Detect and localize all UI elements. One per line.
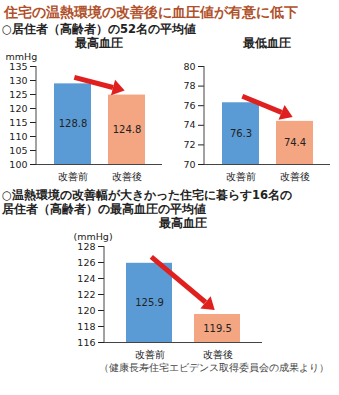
svg-text:74.4: 74.4 — [283, 137, 305, 148]
svg-text:122: 122 — [77, 289, 95, 300]
svg-text:125.9: 125.9 — [135, 297, 164, 308]
svg-text:124.8: 124.8 — [112, 124, 141, 135]
svg-text:118: 118 — [77, 321, 95, 332]
svg-text:126: 126 — [77, 257, 95, 268]
svg-text:76: 76 — [183, 100, 195, 111]
svg-text:改善後: 改善後 — [280, 171, 310, 182]
svg-text:70: 70 — [183, 159, 195, 170]
html-text:最低血圧: 最低血圧 — [242, 36, 291, 50]
html-text:最高血圧: 最高血圧 — [158, 216, 207, 230]
svg-text:110: 110 — [9, 131, 27, 142]
svg-text:改善前: 改善前 — [58, 171, 88, 182]
html-text:居住者（高齢者）の最高血圧の平均値: 居住者（高齢者）の最高血圧の平均値 — [2, 202, 206, 216]
svg-text:116: 116 — [77, 337, 95, 348]
html-text:（健康長寿住宅エビデンス取得委員会の成果より）: （健康長寿住宅エビデンス取得委員会の成果より） — [99, 362, 329, 373]
html-text:住宅の温熱環境の改善後に血圧値が有意に低下: 住宅の温熱環境の改善後に血圧値が有意に低下 — [4, 4, 298, 20]
svg-text:125: 125 — [9, 89, 27, 100]
svg-text:改善前: 改善前 — [226, 171, 256, 182]
svg-text:72: 72 — [183, 139, 195, 150]
html-text:○温熱環境の改善幅が大きかった住宅に暮らす16名の: ○温熱環境の改善幅が大きかった住宅に暮らす16名の — [2, 188, 292, 202]
svg-text:120: 120 — [77, 305, 95, 316]
svg-text:120: 120 — [9, 103, 27, 114]
svg-text:128: 128 — [76, 240, 95, 252]
svg-text:130: 130 — [9, 75, 27, 86]
svg-text:(mmHg): (mmHg) — [73, 231, 112, 242]
html-text:最高血圧: 最高血圧 — [74, 36, 123, 50]
html-text:○居住者（高齢者）の52名の平均値: ○居住者（高齢者）の52名の平均値 — [2, 22, 196, 36]
svg-text:改善後: 改善後 — [202, 349, 232, 360]
svg-text:mmHg: mmHg — [5, 51, 37, 62]
svg-text:76.3: 76.3 — [229, 128, 251, 139]
svg-text:100: 100 — [9, 159, 27, 170]
svg-text:改善後: 改善後 — [112, 171, 142, 182]
svg-text:119.5: 119.5 — [203, 323, 232, 334]
svg-text:105: 105 — [9, 145, 27, 156]
svg-text:124: 124 — [77, 273, 95, 284]
svg-text:78: 78 — [183, 80, 195, 91]
svg-text:74: 74 — [183, 119, 195, 130]
svg-text:改善前: 改善前 — [134, 349, 164, 360]
svg-text:80: 80 — [183, 61, 195, 72]
svg-text:135: 135 — [8, 60, 27, 72]
svg-text:115: 115 — [9, 117, 27, 128]
svg-text:128.8: 128.8 — [58, 118, 87, 129]
